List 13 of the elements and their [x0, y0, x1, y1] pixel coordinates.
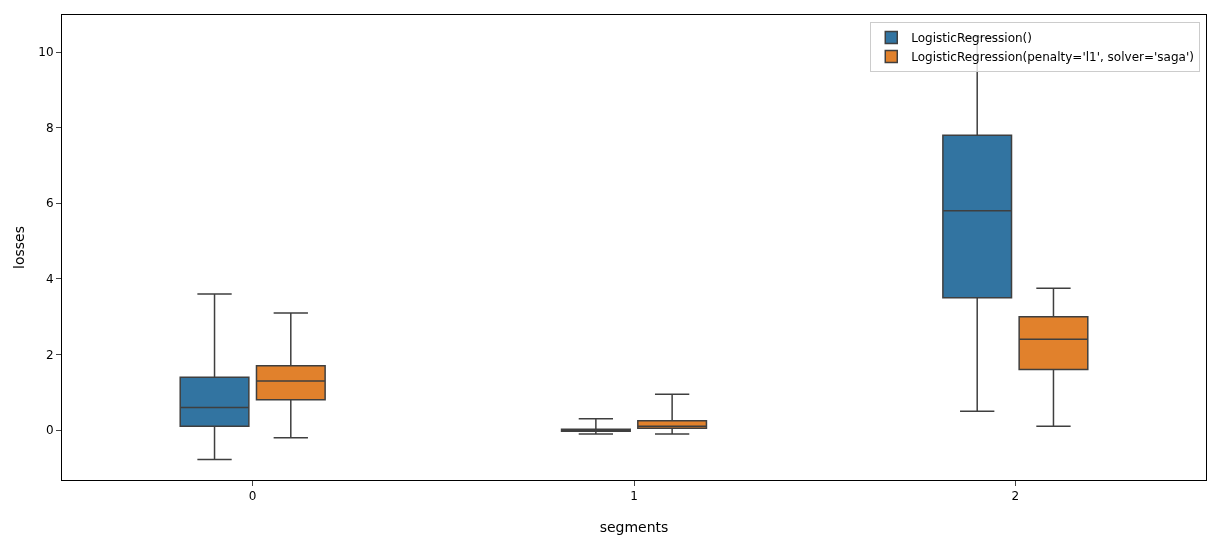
x-tick-label: 1 [630, 489, 638, 504]
x-tick-label: 0 [248, 489, 257, 504]
y-tick-label: 4 [45, 272, 54, 287]
x-tick-label: 2 [1011, 489, 1020, 504]
legend-label: LogisticRegression(penalty='l1', solver='saga') [911, 50, 1194, 65]
y-tick-label: 2 [45, 347, 54, 362]
y-tick-label: 6 [45, 196, 54, 211]
legend-label: LogisticRegression() [911, 31, 1032, 46]
y-axis-title: losses [11, 226, 27, 269]
x-axis-title: segments [599, 519, 669, 535]
y-tick-label: 10 [38, 45, 54, 60]
y-tick-label: 0 [45, 423, 54, 438]
y-tick-label: 8 [45, 120, 54, 135]
